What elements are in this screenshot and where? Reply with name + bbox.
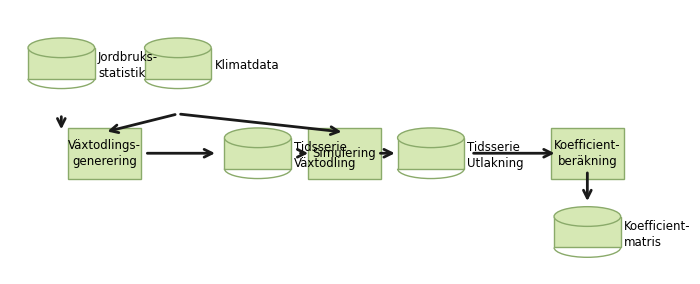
Text: Klimatdata: Klimatdata <box>214 59 279 72</box>
Text: Simulering: Simulering <box>312 147 376 160</box>
FancyBboxPatch shape <box>225 138 291 169</box>
Ellipse shape <box>28 38 94 58</box>
FancyBboxPatch shape <box>28 48 94 79</box>
Text: Växtodlings-
generering: Växtodlings- generering <box>68 139 141 168</box>
Text: Tidsserie
Utlakning: Tidsserie Utlakning <box>468 141 524 170</box>
Text: Tidsserie
Växtodling: Tidsserie Växtodling <box>295 141 357 170</box>
Text: Jordbruks-
statistik: Jordbruks- statistik <box>98 51 158 80</box>
Ellipse shape <box>398 128 464 148</box>
FancyBboxPatch shape <box>144 48 211 79</box>
Text: Koefficient-
matris: Koefficient- matris <box>624 220 691 249</box>
FancyBboxPatch shape <box>551 128 624 179</box>
FancyBboxPatch shape <box>398 138 464 169</box>
FancyBboxPatch shape <box>554 216 621 247</box>
Ellipse shape <box>225 128 291 148</box>
FancyBboxPatch shape <box>308 128 381 179</box>
Ellipse shape <box>554 207 621 226</box>
Text: Koefficient-
beräkning: Koefficient- beräkning <box>554 139 621 168</box>
FancyBboxPatch shape <box>68 128 141 179</box>
Ellipse shape <box>144 38 211 58</box>
